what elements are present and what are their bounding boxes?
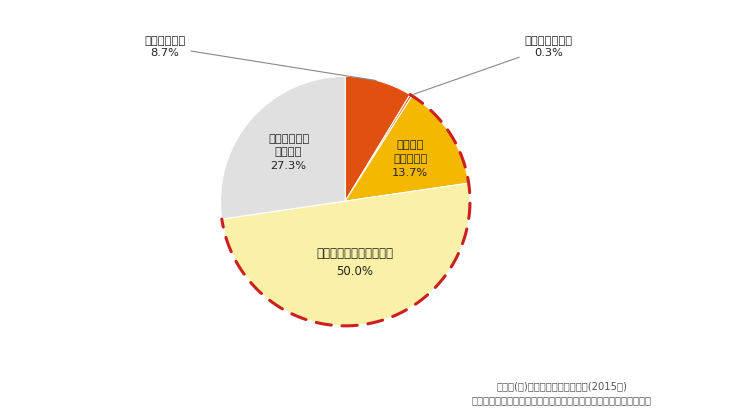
Text: 具体的に検討中
0.3%: 具体的に検討中 0.3% bbox=[414, 36, 573, 94]
Wedge shape bbox=[222, 183, 470, 326]
Text: 必要性を
強く感じる
13.7%: 必要性を 強く感じる 13.7% bbox=[392, 140, 428, 178]
Text: 利用している
8.7%: 利用している 8.7% bbox=[144, 36, 376, 81]
Wedge shape bbox=[221, 76, 345, 219]
Wedge shape bbox=[345, 96, 469, 201]
Text: 出典：(株)シード・プランニング(2015年)
「高齢者見守り・緊急通報サービスの市場動向とニーズ調査」より: 出典：(株)シード・プランニング(2015年) 「高齢者見守り・緊急通報サービス… bbox=[472, 382, 652, 406]
Wedge shape bbox=[345, 76, 410, 201]
Wedge shape bbox=[345, 95, 412, 201]
Text: 特に必要性を
感じない
27.3%: 特に必要性を 感じない 27.3% bbox=[268, 133, 309, 171]
Text: いずれ必要かもしれない
50.0%: いずれ必要かもしれない 50.0% bbox=[316, 247, 393, 278]
